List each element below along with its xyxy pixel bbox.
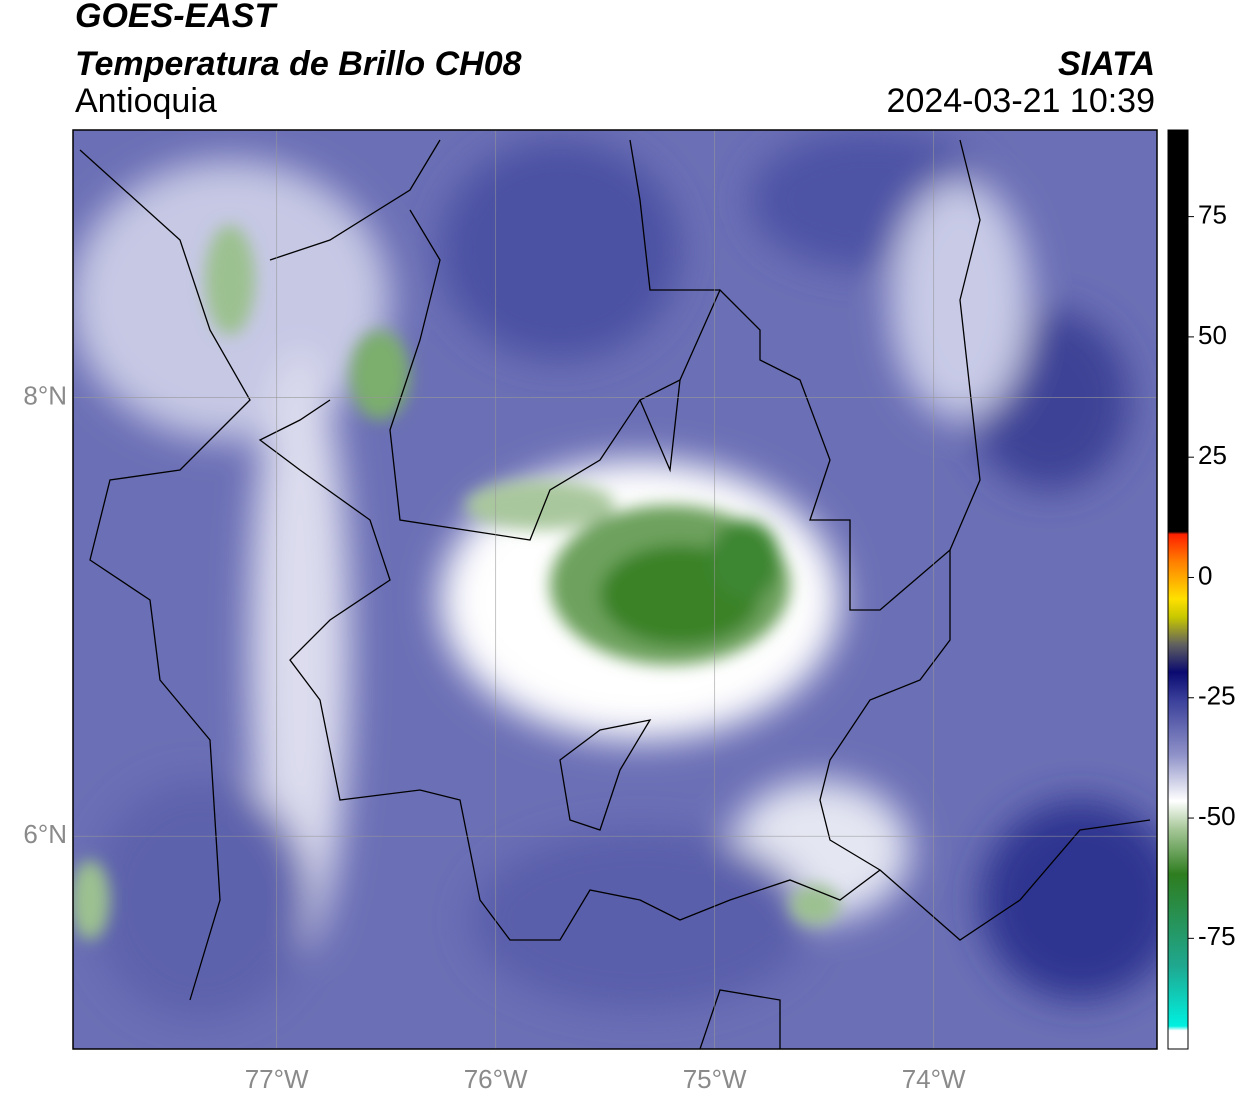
y-tick-label: 6°N bbox=[23, 819, 67, 849]
colorbar-tick-label: 0 bbox=[1198, 560, 1212, 590]
source: SIATA bbox=[1058, 45, 1155, 83]
y-tick-label: 8°N bbox=[23, 380, 67, 410]
colorbar-tick-label: 50 bbox=[1198, 320, 1227, 350]
map-frame bbox=[72, 129, 1158, 1050]
x-tick-label: 74°W bbox=[902, 1064, 966, 1094]
subtitle: Temperatura de Brillo CH08 bbox=[75, 45, 522, 83]
colorbar-tick-label: -25 bbox=[1198, 681, 1236, 711]
colorbar bbox=[1167, 129, 1189, 1050]
grid bbox=[73, 130, 1157, 1049]
title: GOES-EAST bbox=[75, 0, 278, 35]
satellite-image bbox=[73, 130, 1157, 1049]
colorbar-tick-label: 75 bbox=[1198, 199, 1227, 229]
x-tick-label: 76°W bbox=[464, 1064, 528, 1094]
colorbar-tick-label: -50 bbox=[1198, 801, 1236, 831]
x-tick-label: 75°W bbox=[683, 1064, 747, 1094]
x-tick-label: 77°W bbox=[245, 1064, 309, 1094]
region: Antioquia bbox=[75, 82, 217, 120]
colorbar-tick-label: 25 bbox=[1198, 440, 1227, 470]
colorbar-tick-label: -75 bbox=[1198, 921, 1236, 951]
timestamp: 2024-03-21 10:39 bbox=[887, 82, 1155, 120]
